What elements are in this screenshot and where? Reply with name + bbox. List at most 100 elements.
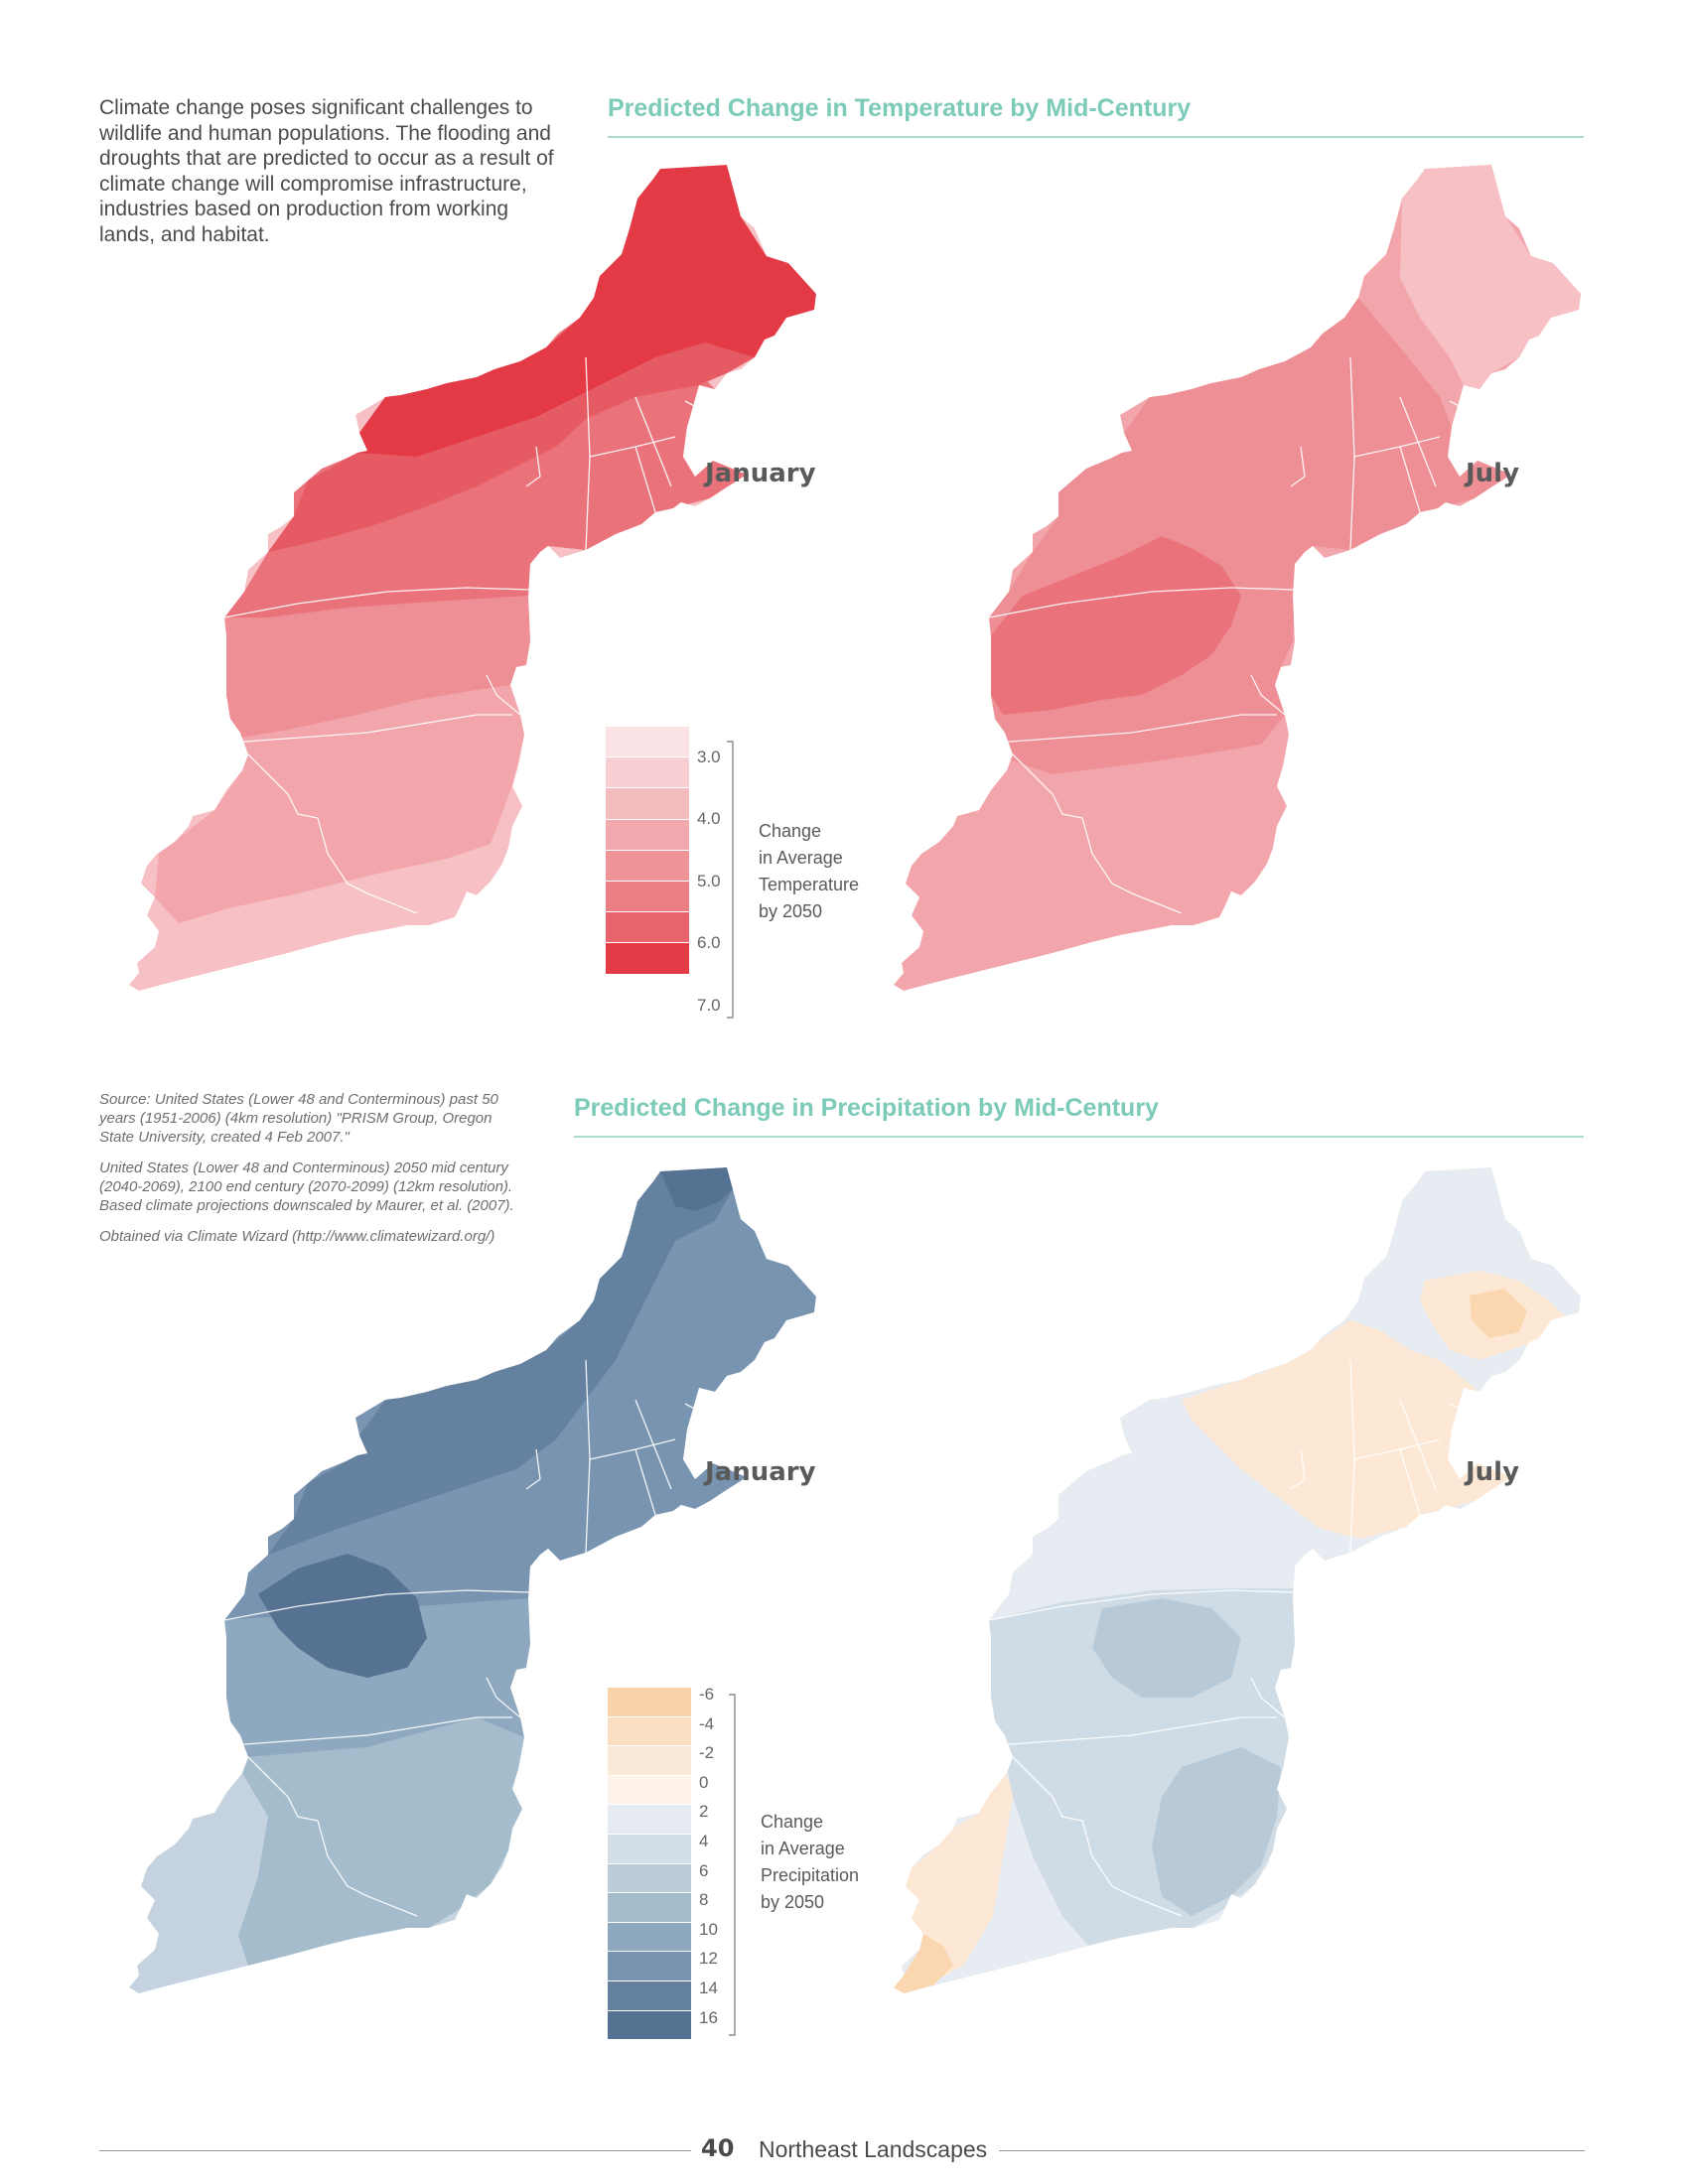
climate-zone xyxy=(660,1167,733,1211)
legend-swatch xyxy=(608,1863,691,1893)
legend-tick-label: 5.0 xyxy=(697,871,721,890)
legend-swatch xyxy=(608,2010,691,2040)
precipitation-july-label: July xyxy=(1466,1457,1520,1487)
state-border xyxy=(1012,753,1133,894)
precipitation-legend-label: Change in Average Precipitation by 2050 xyxy=(761,1809,859,1916)
state-border xyxy=(1399,1399,1437,1490)
state-border xyxy=(529,557,557,591)
state-border xyxy=(684,1403,716,1421)
state-border xyxy=(988,1589,1296,1621)
legend-divider xyxy=(606,973,689,975)
temperature-july-label: July xyxy=(1466,459,1520,488)
legend-tick-label: 16 xyxy=(699,2007,718,2027)
source-notes: Source: United States (Lower 48 and Cont… xyxy=(99,1090,516,1258)
footer-rule-right xyxy=(999,2150,1585,2151)
climate-zone xyxy=(1182,1320,1511,1539)
state-border xyxy=(634,1448,656,1516)
temperature-section-rule xyxy=(608,136,1584,138)
legend-divider xyxy=(606,911,689,913)
legend-divider xyxy=(608,1980,691,1981)
legend-label-line: Precipitation xyxy=(761,1865,860,1885)
state-border xyxy=(1449,400,1480,418)
source-paragraph: Source: United States (Lower 48 and Cont… xyxy=(99,1091,498,1146)
state-border xyxy=(247,753,368,894)
legend-label-line: Change xyxy=(761,1812,824,1832)
state-border xyxy=(634,396,672,487)
legend-label-line: in Average xyxy=(761,1839,845,1858)
legend-divider xyxy=(606,818,689,820)
legend-swatch xyxy=(606,788,689,819)
map-fill-group xyxy=(894,165,1581,991)
source-paragraph: United States (Lower 48 and Conterminous… xyxy=(99,1160,514,1214)
temperature-legend-bracket xyxy=(727,741,734,1019)
state-border xyxy=(486,674,521,716)
legend-swatch xyxy=(606,757,689,788)
state-border xyxy=(1449,1403,1480,1421)
temperature-section-title: Predicted Change in Temperature by Mid-C… xyxy=(608,94,1192,122)
state-border xyxy=(223,587,531,618)
climate-zone xyxy=(894,1934,953,1993)
precipitation-january-map xyxy=(129,1167,816,1993)
legend-tick-label: 3.0 xyxy=(697,748,721,766)
temperature-july-map xyxy=(894,165,1581,991)
state-border xyxy=(1012,1756,1133,1897)
source-paragraph: Obtained via Climate Wizard (http://www.… xyxy=(99,1228,495,1245)
state-border xyxy=(1250,1677,1286,1718)
state-border xyxy=(684,400,716,418)
legend-tick-label: 8 xyxy=(699,1890,709,1910)
legend-swatch xyxy=(608,1716,691,1746)
legend-tick-label: 6 xyxy=(699,1860,709,1880)
precipitation-section-title: Predicted Change in Precipitation by Mid… xyxy=(574,1094,1159,1122)
state-border xyxy=(486,1677,521,1718)
state-border xyxy=(1250,674,1286,716)
state-border xyxy=(247,1756,368,1897)
legend-swatch xyxy=(606,850,689,881)
legend-divider xyxy=(606,756,689,758)
legend-swatch xyxy=(608,1775,691,1805)
precipitation-legend-bracket xyxy=(729,1694,736,2036)
state-border xyxy=(996,1716,1277,1746)
legend-divider xyxy=(608,1921,691,1923)
legend-swatch xyxy=(608,1952,691,1980)
legend-tick-label: 12 xyxy=(699,1949,718,1969)
legend-swatch xyxy=(608,1893,691,1922)
legend-swatch xyxy=(606,727,689,757)
legend-swatch xyxy=(608,1922,691,1952)
legend-label-line: in Average xyxy=(759,848,843,868)
legend-swatch xyxy=(606,912,689,943)
climate-zone xyxy=(238,1717,524,1966)
climate-zone xyxy=(991,536,1241,715)
temperature-january-map xyxy=(129,165,816,991)
legend-label-line: by 2050 xyxy=(761,1892,825,1912)
legend-divider xyxy=(608,1892,691,1894)
legend-label-line: Change xyxy=(759,821,822,841)
legend-swatch xyxy=(608,1746,691,1775)
legend-divider xyxy=(608,1862,691,1864)
legend-tick-label: -4 xyxy=(699,1713,715,1733)
state-border xyxy=(366,1895,418,1917)
map-fill-group xyxy=(894,1167,1581,1993)
climate-zone xyxy=(357,165,816,457)
legend-divider xyxy=(606,942,689,944)
climate-zone xyxy=(258,1554,427,1678)
climate-zone xyxy=(224,586,530,740)
legend-tick-label: 4 xyxy=(699,1832,709,1850)
state-border xyxy=(1131,1895,1183,1917)
legend-tick-label: 6.0 xyxy=(697,933,721,953)
page-title: Northeast Landscapes xyxy=(759,2136,988,2162)
legend-label-line: by 2050 xyxy=(759,901,823,921)
state-border xyxy=(1399,396,1437,487)
legend-swatch xyxy=(606,819,689,850)
legend-swatch xyxy=(608,1981,691,2010)
state-border xyxy=(525,1448,541,1490)
legend-tick-label: 2 xyxy=(699,1802,709,1822)
legend-tick-label: 0 xyxy=(699,1772,709,1792)
temperature-january-label: January xyxy=(705,459,816,488)
state-border xyxy=(634,1399,672,1490)
legend-tick-label: -6 xyxy=(699,1685,715,1704)
state-border xyxy=(1131,892,1183,914)
legend-divider xyxy=(608,1951,691,1953)
state-border xyxy=(1399,1448,1421,1516)
page-number: 40 xyxy=(701,2134,735,2162)
legend-swatch xyxy=(608,1835,691,1863)
